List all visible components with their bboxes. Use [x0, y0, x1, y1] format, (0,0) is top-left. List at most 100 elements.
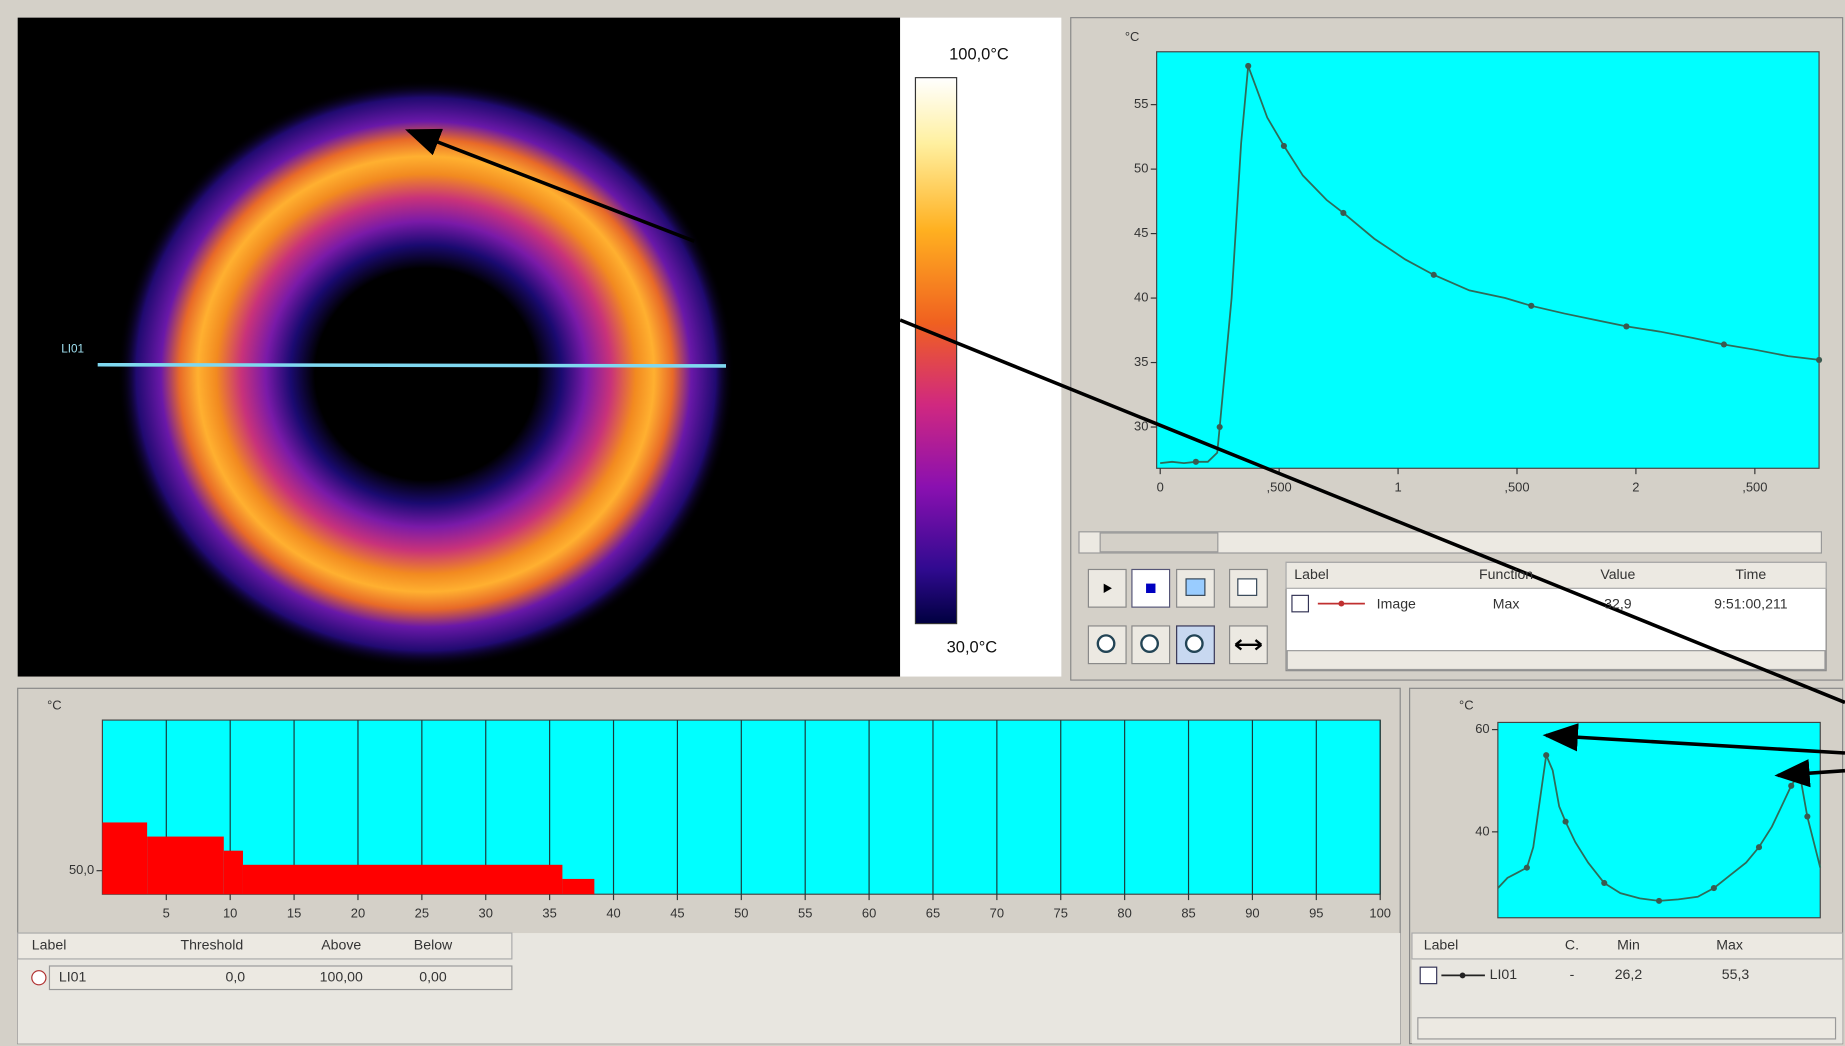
- x-tick-label: 35: [542, 906, 556, 921]
- table-cell: 0,00: [419, 968, 447, 984]
- column-header: Function: [1479, 566, 1533, 582]
- histogram-bar: [224, 851, 243, 895]
- x-tick-label: 30: [479, 906, 493, 921]
- x-tick-label: 90: [1245, 906, 1259, 921]
- data-point: [1656, 898, 1662, 904]
- x-tick-label: 5: [163, 906, 170, 921]
- histogram-bar: [562, 879, 594, 894]
- y-unit: °C: [1459, 697, 1474, 712]
- histogram-bar: [147, 837, 224, 895]
- row-icon: [32, 971, 46, 985]
- x-tick-label: ,500: [1504, 480, 1529, 495]
- table-cell: Image: [1377, 596, 1416, 612]
- y-tick-label: 50,0: [69, 862, 94, 877]
- x-tick-label: 45: [670, 906, 684, 921]
- column-header: Label: [1294, 566, 1329, 582]
- line-label: LI01: [61, 343, 84, 356]
- zoom-fit-icon: [1186, 635, 1202, 651]
- x-tick-label: 1: [1394, 480, 1401, 495]
- x-tick-label: 50: [734, 906, 748, 921]
- window-icon: [1238, 579, 1257, 595]
- x-tick-label: ,500: [1742, 480, 1767, 495]
- data-point: [1431, 272, 1437, 278]
- histogram-bar: [102, 822, 147, 894]
- column-header: Value: [1600, 566, 1635, 582]
- x-tick-label: 55: [798, 906, 812, 921]
- column-header: Min: [1617, 937, 1640, 953]
- profile-plot-area: [1498, 722, 1820, 917]
- y-unit: °C: [47, 697, 62, 712]
- export-icon: [1186, 579, 1205, 595]
- table-cell: 0,0: [226, 968, 246, 984]
- profile-scrollbar[interactable]: [1418, 1018, 1836, 1039]
- x-tick-label: 40: [606, 906, 620, 921]
- x-tick-label: 25: [415, 906, 429, 921]
- table-cell: -: [1570, 966, 1575, 982]
- checkbox[interactable]: [1292, 595, 1308, 611]
- data-point: [1788, 783, 1794, 789]
- data-point: [1816, 357, 1822, 363]
- y-tick-label: 55: [1134, 96, 1148, 111]
- stop-icon: [1146, 584, 1155, 593]
- y-tick-label: 60: [1475, 721, 1489, 736]
- table-cell: LI01: [1490, 966, 1518, 982]
- y-tick-label: 35: [1134, 354, 1148, 369]
- legend-marker: [1460, 972, 1466, 978]
- scroll-thumb[interactable]: [1100, 533, 1218, 552]
- table-cell: Max: [1493, 596, 1520, 612]
- x-tick-label: 10: [223, 906, 237, 921]
- x-tick-label: 100: [1369, 906, 1391, 921]
- table-cell: 9:51:00,211: [1714, 596, 1788, 612]
- column-header: Label: [1424, 937, 1459, 953]
- x-tick-label: ,500: [1267, 480, 1292, 495]
- data-point: [1340, 210, 1346, 216]
- column-header: Time: [1735, 566, 1766, 582]
- x-tick-label: 75: [1054, 906, 1068, 921]
- x-tick-label: 20: [351, 906, 365, 921]
- zoom-in-icon: [1098, 635, 1114, 651]
- x-tick-label: 85: [1181, 906, 1195, 921]
- data-point: [1245, 63, 1251, 69]
- data-point: [1193, 459, 1199, 465]
- data-point: [1217, 424, 1223, 430]
- x-tick-label: 15: [287, 906, 301, 921]
- thermal-ring: [118, 80, 735, 668]
- data-point: [1623, 323, 1629, 329]
- data-point: [1804, 813, 1810, 819]
- column-header: Above: [321, 937, 361, 953]
- scan-line[interactable]: [98, 365, 726, 366]
- data-point: [1711, 885, 1717, 891]
- y-tick-label: 45: [1134, 225, 1148, 240]
- table-cell: 26,2: [1615, 966, 1643, 982]
- x-tick-label: 80: [1117, 906, 1131, 921]
- table-cell: 100,00: [320, 968, 363, 984]
- data-point: [1524, 865, 1530, 871]
- table-cell: LI01: [59, 968, 87, 984]
- legend-marker: [1338, 601, 1344, 607]
- table-cell: 55,3: [1722, 966, 1750, 982]
- y-tick-label: 40: [1475, 823, 1489, 838]
- data-point: [1281, 143, 1287, 149]
- scale-min: 30,0°C: [947, 639, 998, 657]
- column-header: Below: [414, 937, 453, 953]
- y-tick-label: 40: [1134, 289, 1148, 304]
- x-tick-label: 70: [990, 906, 1004, 921]
- x-tick-label: 60: [862, 906, 876, 921]
- data-point: [1543, 752, 1549, 758]
- x-tick-label: 65: [926, 906, 940, 921]
- data-point: [1528, 303, 1534, 309]
- data-point: [1601, 880, 1607, 886]
- x-tick-label: 2: [1632, 480, 1639, 495]
- data-point: [1756, 844, 1762, 850]
- column-header: C.: [1565, 937, 1579, 953]
- y-tick-label: 50: [1134, 161, 1148, 176]
- zoom-out-icon: [1141, 635, 1157, 651]
- histogram-bar: [243, 865, 562, 894]
- time-plot-area: [1157, 52, 1819, 469]
- data-point: [1563, 819, 1569, 825]
- table-cell: 32,9: [1604, 596, 1632, 612]
- data-point: [1721, 341, 1727, 347]
- column-header: Threshold: [180, 937, 243, 953]
- checkbox[interactable]: [1420, 967, 1436, 983]
- colorbar: [915, 78, 956, 624]
